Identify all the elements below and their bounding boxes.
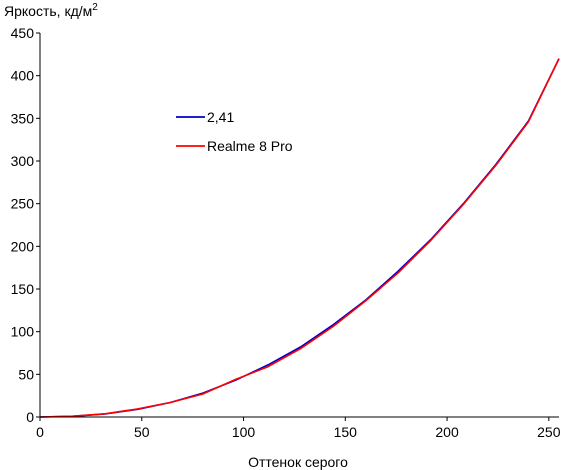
y-tick-label: 0 [26,409,34,425]
y-tick-label: 300 [11,153,35,169]
y-axis-label: Яркость, кд/м2 [4,2,98,19]
y-axis-ticks: 0 50 100 150 200 250 300 350 400 450 [11,25,40,425]
y-tick-label: 400 [11,68,35,84]
series-lines [39,58,560,418]
y-tick-label: 450 [11,25,35,41]
x-tick-label: 200 [435,424,459,440]
x-tick-label: 50 [134,424,150,440]
x-axis-label: Оттенок серого [248,454,348,470]
y-tick-label: 100 [11,324,35,340]
series-line-1 [39,58,560,418]
x-tick-label: 0 [36,424,44,440]
x-axis-ticks: 0 50 100 150 200 250 [36,417,561,440]
legend-label-0: 2,41 [207,109,234,125]
legend-label-1: Realme 8 Pro [207,138,293,154]
y-tick-label: 250 [11,196,35,212]
x-tick-label: 150 [334,424,358,440]
x-tick-label: 100 [232,424,256,440]
y-tick-label: 200 [11,238,35,254]
y-tick-label: 350 [11,110,35,126]
x-tick-label: 250 [537,424,561,440]
y-tick-label: 150 [11,281,35,297]
series-line-0 [39,58,560,418]
y-tick-label: 50 [18,366,34,382]
legend: 2,41 Realme 8 Pro [176,109,293,154]
